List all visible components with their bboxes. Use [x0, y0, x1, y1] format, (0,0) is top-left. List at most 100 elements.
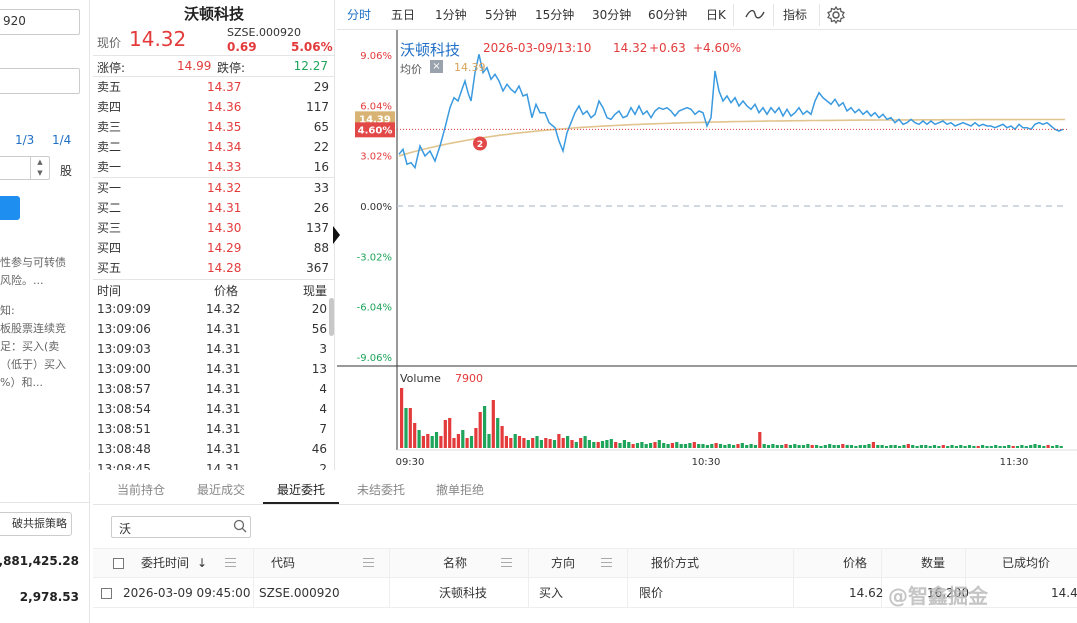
- volume-bar: [688, 443, 692, 448]
- table-row[interactable]: [93, 578, 1077, 608]
- volume-bar: [548, 439, 552, 448]
- column-menu-icon[interactable]: [363, 558, 374, 567]
- volume-bar: [845, 445, 849, 448]
- quantity-input[interactable]: [0, 156, 50, 180]
- column-menu-icon[interactable]: [225, 558, 236, 567]
- volume-bar: [483, 406, 487, 448]
- tick-volume: 7: [319, 422, 327, 436]
- tab-60min[interactable]: 60分钟: [648, 8, 688, 22]
- price-label: 现价: [97, 36, 122, 50]
- volume-bar: [858, 445, 862, 448]
- volume-bar: [592, 442, 596, 448]
- chart-price: 14.32: [613, 41, 648, 55]
- bid-price: 14.32: [207, 181, 242, 195]
- stock-code: SZSE.000920: [227, 26, 301, 39]
- position-1-4-link[interactable]: 1/4: [52, 133, 72, 147]
- stock-code-input[interactable]: 920: [0, 9, 80, 35]
- tick-time: 13:09:03: [97, 342, 151, 356]
- bid-level: 买一: [97, 181, 122, 195]
- volume-bar: [710, 444, 714, 448]
- volume-bar: [683, 444, 688, 448]
- rule-note-line: 足：买入(卖: [0, 340, 60, 353]
- avg-close-icon[interactable]: ×: [430, 60, 443, 73]
- ask-price: 14.37: [207, 80, 242, 94]
- select-all-checkbox[interactable]: [113, 558, 124, 569]
- ticks-scrollbar[interactable]: [329, 298, 334, 336]
- tick-row: 13:09:00 14.31 13: [93, 359, 329, 379]
- col-header-code[interactable]: 代码: [271, 556, 296, 570]
- sort-down-icon[interactable]: ↓: [197, 556, 208, 570]
- volume-bar: [448, 418, 452, 448]
- stock-name: 沃顿科技: [183, 5, 244, 23]
- tab-daily-k[interactable]: 日K: [706, 8, 726, 22]
- volume-bar: [635, 443, 640, 448]
- volume-bar: [400, 388, 404, 448]
- divider: [93, 504, 1077, 505]
- volume-bar: [928, 446, 932, 448]
- panel-collapse-arrow-icon[interactable]: [333, 226, 340, 244]
- tab-open-orders[interactable]: 未结委托: [357, 483, 406, 497]
- settings-gear-icon[interactable]: [825, 4, 847, 26]
- tab-rejected[interactable]: 撤单拒绝: [436, 483, 485, 497]
- volume-bar: [876, 445, 880, 448]
- y-tick-label: -6.04%: [357, 303, 392, 314]
- volume-bar: [880, 445, 884, 448]
- col-header-time[interactable]: 委托时间: [141, 556, 190, 570]
- tab-5min[interactable]: 5分钟: [485, 8, 517, 22]
- tick-time: 13:08:57: [97, 382, 151, 396]
- ask-level: 卖一: [97, 160, 122, 174]
- bid-level: 买二: [97, 201, 122, 215]
- tab-30min[interactable]: 30分钟: [592, 8, 632, 22]
- y-tick-label: 3.02%: [360, 152, 392, 163]
- x-tick-label: 10:30: [692, 457, 721, 468]
- row-checkbox[interactable]: [101, 588, 112, 599]
- tab-recent-orders[interactable]: 最近委托: [263, 472, 340, 504]
- volume-bar: [950, 445, 954, 448]
- chart-change-pct: +4.60%: [693, 41, 742, 55]
- quote-panel: 沃顿科技 现价 14.32 SZSE.000920 0.69 5.06% 涨停:…: [93, 0, 335, 470]
- volume-bar: [539, 440, 543, 448]
- tab-recent-trades[interactable]: 最近成交: [197, 483, 246, 497]
- col-header-side[interactable]: 方向: [551, 556, 576, 570]
- volume-bar: [963, 446, 967, 448]
- volume-bar: [924, 445, 928, 448]
- column-menu-icon[interactable]: [601, 558, 612, 567]
- tab-5day[interactable]: 五日: [391, 8, 416, 22]
- indicator-button[interactable]: 指标: [783, 8, 808, 22]
- position-1-3-link[interactable]: 1/3: [15, 133, 35, 147]
- col-header-avg-fill[interactable]: 已成均价: [1002, 556, 1051, 570]
- chart-title: 沃顿科技: [400, 41, 461, 59]
- risk-note-line: 性参与可转债: [0, 256, 66, 269]
- search-icon[interactable]: [233, 519, 247, 536]
- column-menu-icon[interactable]: [501, 558, 512, 567]
- submit-order-button[interactable]: [0, 196, 20, 220]
- limit-down-label: 跌停:: [217, 61, 246, 75]
- strategy-button[interactable]: 破共振策略: [0, 512, 72, 536]
- tab-15min[interactable]: 15分钟: [535, 8, 575, 22]
- tick-time: 13:09:06: [97, 322, 151, 336]
- volume-bar: [614, 442, 618, 448]
- volume-bar: [727, 444, 731, 448]
- ask-volume: 117: [306, 100, 329, 114]
- bid-volume: 26: [313, 201, 329, 215]
- volume-bar: [408, 408, 412, 448]
- bid-price: 14.31: [207, 201, 242, 215]
- tab-positions[interactable]: 当前持仓: [117, 483, 166, 497]
- volume-bar: [932, 445, 937, 448]
- col-header-name[interactable]: 名称: [443, 556, 468, 570]
- column-divider: [627, 548, 628, 608]
- search-input[interactable]: [111, 516, 251, 538]
- col-header-price[interactable]: 价格: [843, 556, 868, 570]
- col-header-price-type[interactable]: 报价方式: [651, 556, 700, 570]
- volume-bar: [1015, 446, 1020, 448]
- drawing-tool-icon[interactable]: [745, 0, 765, 30]
- tab-1min[interactable]: 1分钟: [435, 8, 467, 22]
- volume-bar: [426, 434, 430, 448]
- quantity-stepper[interactable]: ▲ ▼: [30, 157, 49, 179]
- volume-bar: [985, 446, 989, 448]
- col-header-qty[interactable]: 数量: [921, 556, 946, 570]
- tick-row: 13:08:54 14.31 4: [93, 399, 329, 419]
- bid-volume: 33: [313, 181, 329, 195]
- tab-intraday[interactable]: 分时: [347, 8, 372, 22]
- price-input[interactable]: [0, 68, 80, 94]
